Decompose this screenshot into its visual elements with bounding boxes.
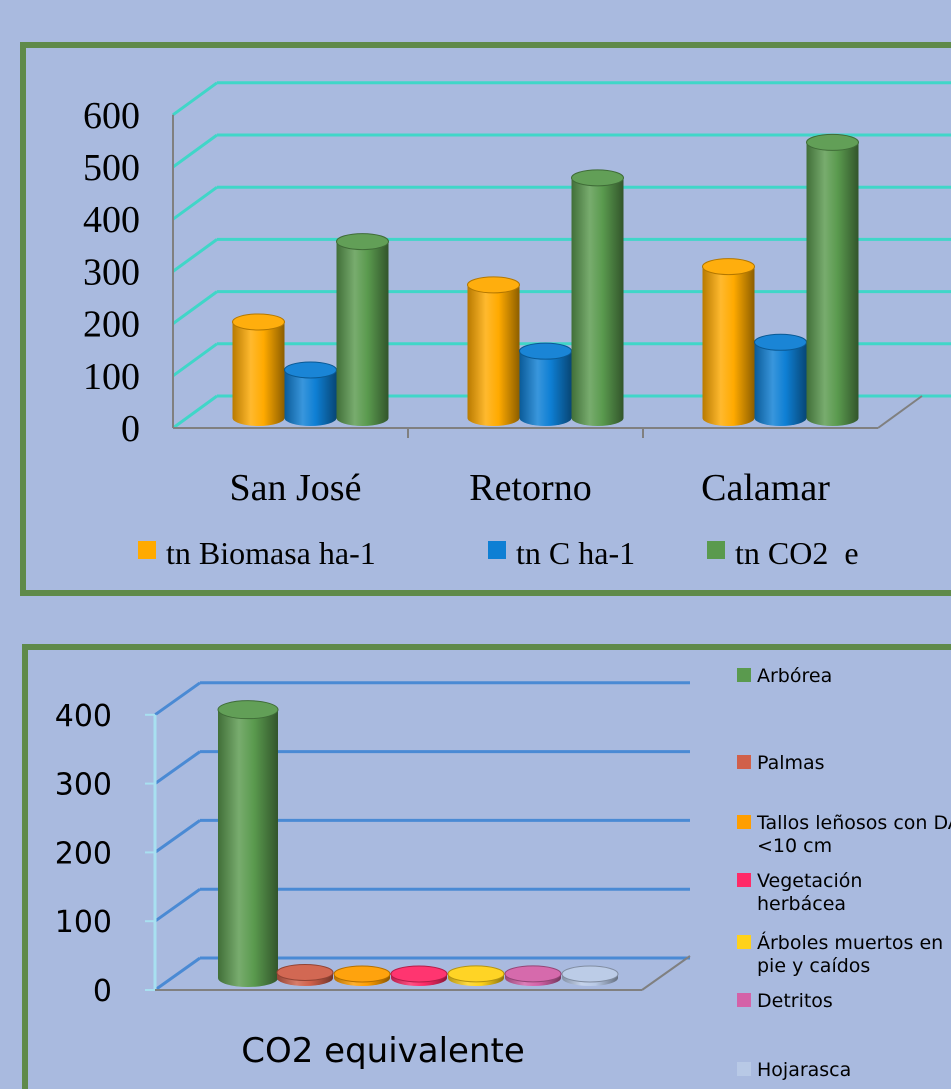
bar-2-2 [806, 133, 859, 426]
bar-2-0 [702, 258, 755, 426]
gridline-diag [154, 819, 201, 854]
x-tick-label: San José [230, 467, 362, 509]
legend-item: Tallos leñosos con DAP <10 cm [737, 812, 951, 857]
y-tick-label: 400 [83, 199, 140, 241]
gridline-diag [154, 681, 201, 717]
legend-swatch [138, 541, 156, 559]
legend-label: Detritos [757, 990, 833, 1012]
x-tick-label: Retorno [469, 467, 591, 509]
legend-item: tn C ha-1 [488, 535, 635, 571]
legend-swatch [707, 541, 725, 559]
y-tick-label: 0 [93, 974, 112, 1009]
gridline-diag [172, 133, 218, 169]
y-tick-label: 300 [55, 768, 112, 803]
gridline-diag [172, 342, 218, 378]
bar-0 [217, 700, 279, 987]
bar-1-1 [519, 342, 572, 426]
bar-5 [504, 965, 562, 986]
legend-label: Tallos leñosos con DAP <10 cm [756, 812, 951, 857]
bar-3 [390, 965, 448, 986]
bar-0-1 [284, 361, 337, 426]
legend-label: Arbórea [757, 665, 832, 687]
legend-item: Arbórea [737, 665, 832, 687]
gridline-diag [154, 750, 201, 785]
x-tick-label: CO2 equivalente [241, 1031, 525, 1071]
gridline-diag [154, 887, 201, 923]
legend-swatch [737, 668, 751, 682]
y-tick-label: 200 [83, 304, 140, 346]
y-tick-label: 100 [83, 356, 140, 398]
chart1-legend: tn Biomasa ha-1 tn C ha-1 tn CO2 e [138, 535, 859, 571]
legend-swatch [737, 935, 751, 949]
bar-2 [333, 965, 391, 986]
legend-item: Palmas [737, 752, 825, 774]
legend-swatch [737, 815, 751, 829]
gridline-diag [154, 956, 201, 992]
bar-0-0 [232, 313, 285, 426]
legend-label: tn CO2 e [735, 535, 859, 571]
legend-item: Árboles muertos en pie y caídos [737, 931, 943, 977]
legend-label: tn C ha-1 [516, 535, 635, 571]
bar-1-0 [467, 276, 520, 426]
legend-item: tn CO2 e [707, 535, 859, 571]
y-tick-label: 0 [121, 408, 140, 450]
legend-swatch [488, 541, 506, 559]
legend-label: Palmas [757, 752, 825, 774]
y-tick-label: 200 [55, 836, 112, 871]
chart2-legend: Arbórea Palmas Tallos leñosos con DAP <10 c… [737, 665, 951, 1081]
co2-chart-panel [22, 644, 951, 1089]
legend-swatch [737, 1062, 751, 1076]
chart2-plot: 0 100 200 300 400 CO2 equivalente Arbórea Palma… [55, 665, 951, 1081]
gridline-diag [172, 185, 218, 221]
legend-item: Vegetación herbácea [737, 870, 862, 915]
gridline-diag [172, 394, 218, 430]
legend-label: Árboles muertos en pie y caídos [757, 931, 943, 977]
y-tick-label: 300 [83, 251, 140, 293]
legend-item: tn Biomasa ha-1 [138, 535, 376, 571]
gridline-diag [172, 290, 218, 325]
legend-item: Detritos [737, 990, 833, 1012]
y-tick-label: 400 [55, 699, 112, 734]
legend-label: tn Biomasa ha-1 [166, 535, 376, 571]
bar-6 [561, 965, 619, 986]
chart1-plot: 0 100 200 300 400 500 600 San José Retorno Calama… [83, 81, 951, 571]
bar-2-1 [754, 333, 807, 426]
biomass-chart-panel [20, 42, 951, 596]
bar-4 [447, 965, 505, 986]
legend-label: Vegetación herbácea [757, 870, 862, 915]
bar-0-2 [336, 233, 389, 426]
floor-edge [641, 955, 691, 991]
bar-1 [276, 963, 334, 986]
y-tick-label: 100 [55, 905, 112, 940]
floor-edge [877, 395, 923, 429]
gridline-diag [172, 238, 218, 273]
legend-swatch [737, 873, 751, 887]
bar-1-2 [571, 169, 624, 426]
legend-label: Hojarasca [757, 1059, 851, 1081]
legend-item: Hojarasca [737, 1059, 851, 1081]
y-tick-label: 600 [83, 95, 140, 137]
legend-swatch [737, 993, 751, 1007]
x-tick-label: Calamar [701, 467, 830, 509]
y-tick-label: 500 [83, 147, 140, 189]
legend-swatch [737, 755, 751, 769]
gridline-diag [172, 81, 218, 117]
